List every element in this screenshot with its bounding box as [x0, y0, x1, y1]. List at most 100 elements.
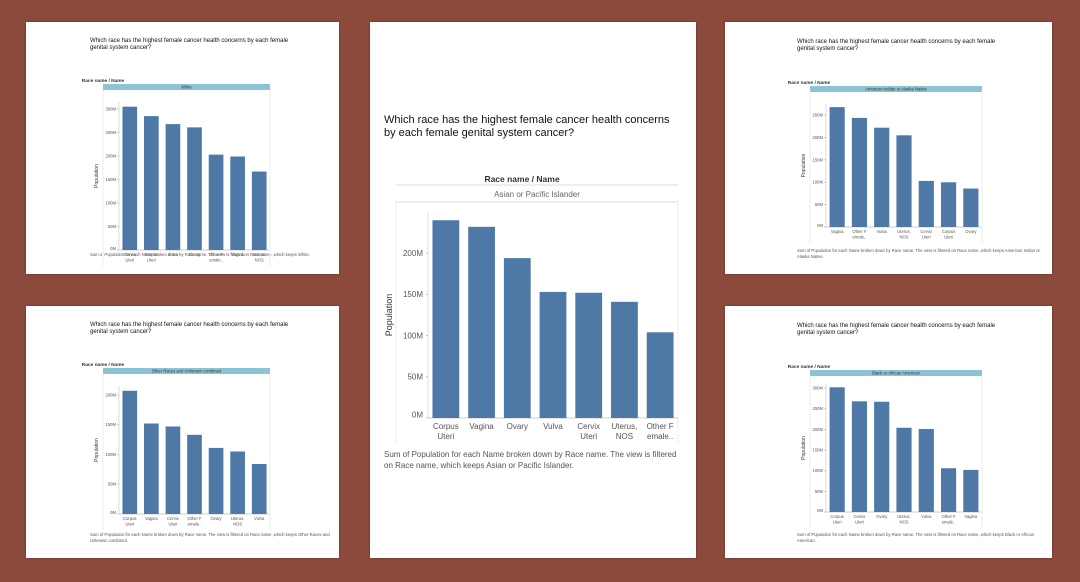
- filter-band: [810, 370, 982, 376]
- category-label: Ovary: [507, 422, 528, 431]
- y-tick-label: 50M: [815, 489, 824, 494]
- bar[interactable]: [611, 301, 638, 418]
- bar[interactable]: [208, 154, 224, 250]
- category-label: Uterus, NOS: [252, 252, 266, 262]
- y-tick-label: 100M: [813, 468, 824, 473]
- filter-value: Black or African American: [872, 370, 920, 375]
- bar[interactable]: [144, 423, 159, 514]
- category-label: Uterus, NOS: [231, 516, 245, 526]
- y-tick-label: 0M: [110, 510, 116, 515]
- bar[interactable]: [940, 182, 957, 227]
- y-tick-label: 250M: [106, 130, 117, 135]
- bar[interactable]: [918, 429, 934, 512]
- column-header: Race name / Name: [82, 78, 125, 84]
- category-label: Vagina: [145, 516, 158, 521]
- y-tick-label: 0M: [412, 411, 423, 420]
- category-label: Vulva: [877, 229, 888, 234]
- bar[interactable]: [575, 292, 603, 418]
- y-tick-label: 200M: [106, 392, 117, 397]
- y-tick-label: 200M: [106, 154, 117, 159]
- y-tick-label: 0M: [817, 508, 823, 513]
- chart-card: Which race has the highest female cancer…: [26, 306, 339, 558]
- y-tick-label: 50M: [108, 482, 117, 487]
- y-tick-label: 300M: [813, 386, 824, 391]
- category-label: Corpus Uteri: [433, 422, 459, 441]
- chart-caption: Sum of Population for each Name broken d…: [90, 532, 330, 543]
- bar[interactable]: [829, 387, 845, 512]
- column-header: Race name / Name: [788, 80, 831, 86]
- bar[interactable]: [646, 332, 674, 418]
- bar[interactable]: [432, 220, 460, 418]
- bar[interactable]: [918, 180, 934, 227]
- column-header: Race name / Name: [82, 362, 125, 368]
- bar[interactable]: [829, 107, 845, 227]
- category-label: Cervix Uteri: [853, 514, 866, 524]
- chart-caption: Sum of Population for each Name broken d…: [797, 248, 1040, 259]
- category-label: Cervix Uteri: [124, 252, 137, 262]
- chart-title: Which race has the highest female cancer…: [90, 38, 289, 52]
- y-tick-label: 150M: [813, 157, 824, 162]
- bar[interactable]: [230, 451, 245, 514]
- chart-title: Which race has the highest female cancer…: [797, 323, 996, 337]
- bar[interactable]: [874, 127, 890, 227]
- bar[interactable]: [851, 117, 868, 227]
- y-tick-label: 0M: [817, 223, 823, 228]
- bar-chart-svg: Race name / Name Asian or Pacific Islande…: [384, 174, 679, 444]
- category-label: Vulva: [168, 252, 179, 257]
- chart-card: Which race has the highest female cancer…: [26, 22, 339, 274]
- bar[interactable]: [874, 401, 890, 512]
- bar[interactable]: [503, 258, 531, 418]
- bar[interactable]: [251, 463, 267, 514]
- y-tick-label: 250M: [813, 406, 824, 411]
- y-axis-label: Population: [384, 294, 394, 337]
- bar[interactable]: [230, 156, 245, 250]
- chart-title: Which race has the highest female cancer…: [90, 322, 289, 336]
- bar[interactable]: [122, 390, 138, 514]
- category-label: Vagina: [231, 252, 244, 257]
- bar[interactable]: [468, 226, 495, 418]
- bar[interactable]: [963, 188, 979, 227]
- bar-chart-svg: Race name / Name Other Races and Unknown …: [82, 362, 271, 530]
- category-label: Corpus Uteri: [123, 516, 136, 526]
- category-label: Ovary: [189, 252, 201, 257]
- bar[interactable]: [144, 116, 159, 250]
- chart-caption: Sum of Population for each Name broken d…: [384, 450, 677, 470]
- bar[interactable]: [208, 447, 224, 514]
- category-label: Vagina: [469, 422, 494, 431]
- chart-card: Which race has the highest female cancer…: [370, 22, 696, 558]
- y-tick-label: 200M: [813, 135, 824, 140]
- chart-title: Which race has the highest female cancer…: [797, 39, 996, 53]
- bar[interactable]: [187, 127, 202, 250]
- category-label: Ovary: [210, 516, 222, 521]
- y-tick-label: 100M: [403, 331, 423, 340]
- bar[interactable]: [896, 427, 912, 512]
- y-tick-label: 150M: [106, 422, 117, 427]
- bar[interactable]: [165, 124, 181, 250]
- category-label: Vulva: [543, 422, 563, 431]
- y-axis-label: Population: [94, 438, 100, 462]
- bar[interactable]: [896, 135, 912, 227]
- y-tick-label: 100M: [813, 180, 824, 185]
- column-header: Race name / Name: [484, 174, 559, 184]
- y-tick-label: 250M: [813, 113, 824, 118]
- y-tick-label: 50M: [407, 373, 423, 382]
- bar[interactable]: [251, 171, 267, 250]
- bar[interactable]: [122, 106, 138, 250]
- chart-card: Which race has the highest female cancer…: [725, 22, 1052, 274]
- category-label: Corpus Uteri: [145, 252, 159, 262]
- bar[interactable]: [940, 468, 957, 512]
- bar[interactable]: [165, 426, 181, 514]
- bar-chart-svg: Race name / Name Black or African America…: [788, 364, 983, 528]
- category-label: Corpus Uteri: [942, 229, 956, 239]
- y-tick-label: 100M: [106, 452, 117, 457]
- bar[interactable]: [963, 469, 979, 512]
- y-tick-label: 150M: [403, 290, 423, 299]
- bar[interactable]: [539, 291, 567, 418]
- y-tick-label: 150M: [106, 177, 117, 182]
- y-tick-label: 0M: [110, 246, 116, 251]
- bar[interactable]: [187, 434, 202, 514]
- bar[interactable]: [851, 401, 868, 512]
